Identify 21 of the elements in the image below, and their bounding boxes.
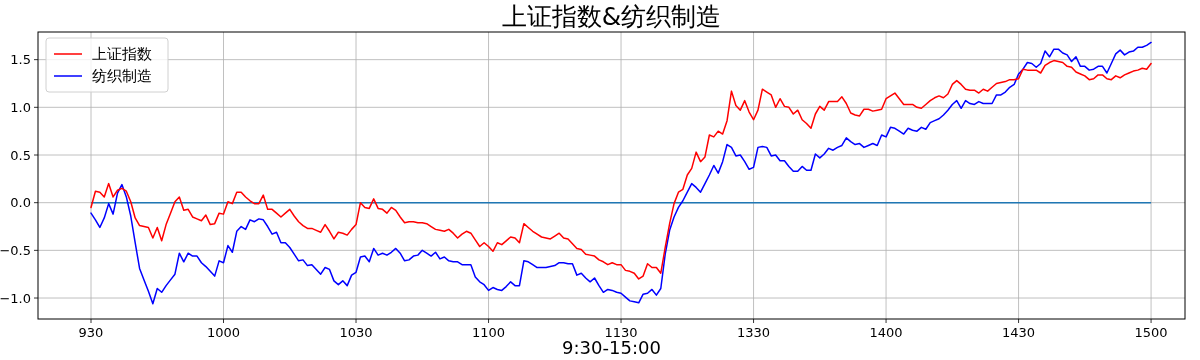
legend-label: 上证指数 — [92, 45, 152, 63]
y-tick-label: 1.5 — [10, 52, 31, 68]
x-tick-label: 1130 — [604, 325, 638, 340]
x-tick-label: 1500 — [1134, 325, 1168, 340]
x-tick-label: 1100 — [471, 325, 506, 340]
line-series — [90, 41, 1152, 305]
x-tick-label: 930 — [78, 325, 104, 340]
y-tick-label: 0.5 — [10, 147, 31, 163]
x-axis-title: 9:30-15:00 — [562, 337, 661, 358]
y-tick-label: 0.0 — [10, 195, 31, 211]
y-tick-label: −0.5 — [0, 242, 31, 258]
x-tick-label: 1030 — [339, 325, 373, 340]
x-tick-label: 1330 — [737, 325, 771, 340]
legend-label: 纺织制造 — [92, 67, 152, 85]
chart-title: 上证指数&纺织制造 — [501, 2, 722, 31]
x-tick-label: 1400 — [869, 325, 903, 340]
x-tick-label: 1000 — [206, 325, 241, 340]
x-tick-label: 1430 — [1002, 325, 1036, 340]
y-tick-label: 1.0 — [10, 99, 31, 115]
y-tick-label: −1.0 — [0, 290, 31, 306]
line-series — [90, 59, 1152, 280]
